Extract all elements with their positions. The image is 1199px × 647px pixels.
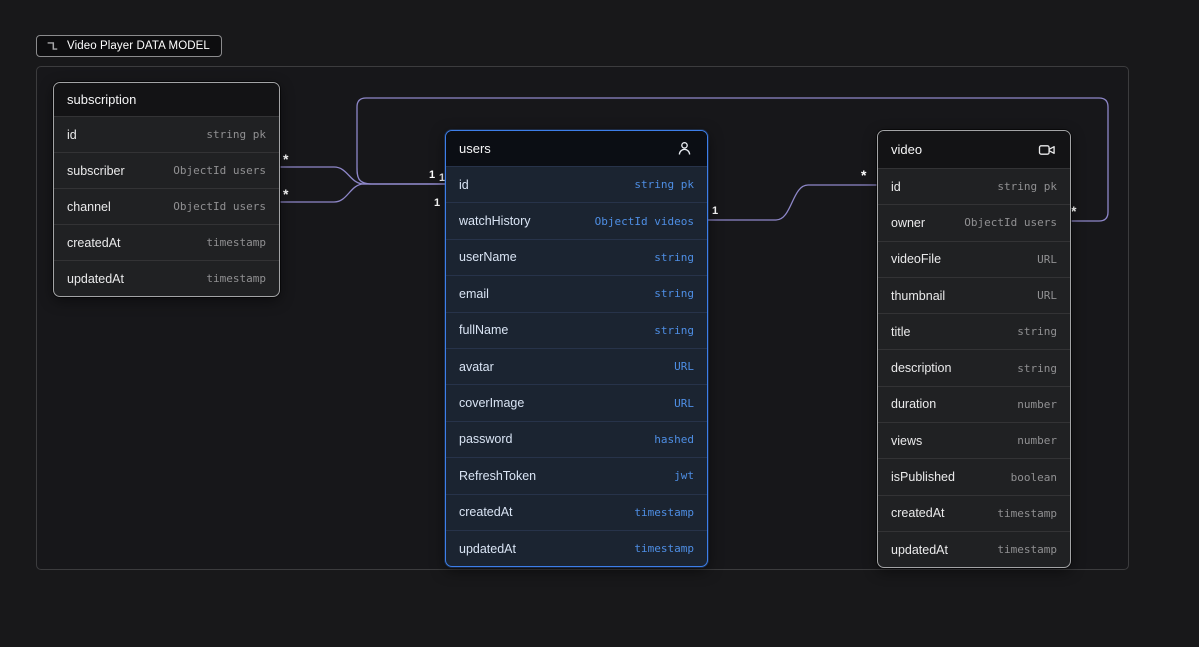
field-type: string — [654, 250, 694, 264]
field-name: watchHistory — [459, 214, 531, 229]
field-type: number — [1017, 434, 1057, 448]
table-header-users[interactable]: users — [446, 131, 707, 166]
field-type: ObjectId users — [173, 164, 266, 177]
diagram-title: Video Player DATA MODEL — [67, 40, 210, 52]
field-type: number — [1017, 397, 1057, 411]
field-name: createdAt — [459, 505, 513, 520]
field-type: URL — [1037, 289, 1057, 303]
field-type: string pk — [206, 128, 266, 141]
field-name: thumbnail — [891, 288, 946, 303]
field-name: videoFile — [891, 252, 942, 267]
table-title: users — [459, 141, 491, 156]
field-type: string pk — [997, 180, 1057, 194]
relationship-line-watchhistory-video[interactable] — [706, 184, 877, 221]
field-type: string — [1017, 361, 1057, 375]
video-camera-icon — [1037, 140, 1057, 160]
user-icon — [675, 139, 694, 158]
field-name: fullName — [459, 323, 509, 338]
table-row[interactable]: subscriber ObjectId users — [54, 152, 279, 188]
table-row[interactable]: id string pk — [878, 168, 1070, 204]
field-name: id — [459, 177, 469, 192]
field-name: isPublished — [891, 470, 955, 485]
field-name: channel — [67, 199, 111, 214]
field-type: ObjectId videos — [594, 214, 694, 228]
field-name: updatedAt — [891, 542, 948, 557]
field-type: string — [654, 287, 694, 301]
field-name: email — [459, 286, 489, 301]
field-name: createdAt — [67, 235, 121, 250]
table-title: subscription — [67, 92, 137, 107]
field-name: title — [891, 324, 911, 339]
field-name: avatar — [459, 359, 494, 374]
relationship-connector-icon — [45, 39, 59, 53]
table-row[interactable]: createdAt timestamp — [446, 493, 707, 530]
field-type: timestamp — [634, 542, 694, 556]
table-row[interactable]: createdAt timestamp — [54, 224, 279, 260]
field-type: hashed — [654, 432, 694, 446]
relationship-line-channel-users[interactable] — [279, 183, 445, 203]
table-row[interactable]: RefreshToken jwt — [446, 457, 707, 493]
field-type: jwt — [674, 469, 694, 483]
table-row[interactable]: owner ObjectId users — [878, 204, 1070, 240]
field-name: owner — [891, 215, 926, 230]
field-type: string — [1017, 325, 1057, 339]
table-header-video[interactable]: video — [878, 131, 1070, 168]
table-row[interactable]: email string — [446, 275, 707, 311]
field-type: timestamp — [997, 543, 1057, 557]
field-name: views — [891, 433, 923, 448]
field-name: createdAt — [891, 506, 945, 521]
table-row[interactable]: channel ObjectId users — [54, 188, 279, 224]
field-type: timestamp — [206, 236, 266, 249]
field-type: timestamp — [206, 272, 266, 285]
table-video[interactable]: video id string pk owner ObjectId users … — [877, 130, 1071, 569]
field-name: updatedAt — [67, 271, 124, 286]
relationship-line-owner-users[interactable] — [356, 97, 1109, 222]
table-users[interactable]: users id string pk watchHistory ObjectId… — [445, 130, 708, 568]
field-name: id — [891, 179, 901, 194]
field-type: timestamp — [997, 506, 1057, 520]
table-row[interactable]: videoFile URL — [878, 240, 1070, 277]
table-row[interactable]: password hashed — [446, 420, 707, 457]
table-row[interactable]: updatedAt timestamp — [54, 260, 279, 296]
field-name: RefreshToken — [459, 468, 537, 483]
table-row[interactable]: duration number — [878, 385, 1070, 422]
field-type: boolean — [1010, 470, 1057, 484]
table-row[interactable]: watchHistory ObjectId videos — [446, 202, 707, 238]
field-type: ObjectId users — [173, 200, 266, 213]
field-type: ObjectId users — [964, 216, 1057, 230]
table-row[interactable]: id string pk — [54, 116, 279, 152]
table-row[interactable]: avatar URL — [446, 347, 707, 384]
field-name: password — [459, 432, 513, 447]
table-row[interactable]: views number — [878, 422, 1070, 458]
table-subscription[interactable]: subscription id string pk subscriber Obj… — [53, 82, 280, 297]
field-name: duration — [891, 397, 937, 412]
diagram-title-chip: Video Player DATA MODEL — [36, 35, 222, 57]
field-type: string pk — [634, 178, 694, 192]
table-header-subscription[interactable]: subscription — [54, 83, 279, 116]
table-row[interactable]: thumbnail URL — [878, 276, 1070, 313]
table-row[interactable]: createdAt timestamp — [878, 494, 1070, 531]
table-row[interactable]: coverImage URL — [446, 384, 707, 420]
field-name: updatedAt — [459, 541, 516, 556]
field-type: URL — [674, 396, 694, 410]
field-type: URL — [674, 360, 694, 374]
field-name: subscriber — [67, 163, 125, 178]
table-row[interactable]: description string — [878, 349, 1070, 385]
field-name: description — [891, 361, 952, 376]
field-name: id — [67, 127, 77, 142]
table-row[interactable]: isPublished boolean — [878, 458, 1070, 494]
field-name: coverImage — [459, 396, 525, 411]
field-type: timestamp — [634, 505, 694, 519]
table-row[interactable]: fullName string — [446, 311, 707, 348]
field-type: string — [654, 323, 694, 337]
table-row[interactable]: updatedAt timestamp — [446, 529, 707, 566]
table-row[interactable]: title string — [878, 313, 1070, 349]
table-row[interactable]: id string pk — [446, 166, 707, 202]
field-name: userName — [459, 250, 517, 265]
table-row[interactable]: userName string — [446, 238, 707, 275]
field-type: URL — [1037, 252, 1057, 266]
table-title: video — [891, 142, 923, 157]
table-row[interactable]: updatedAt timestamp — [878, 530, 1070, 567]
